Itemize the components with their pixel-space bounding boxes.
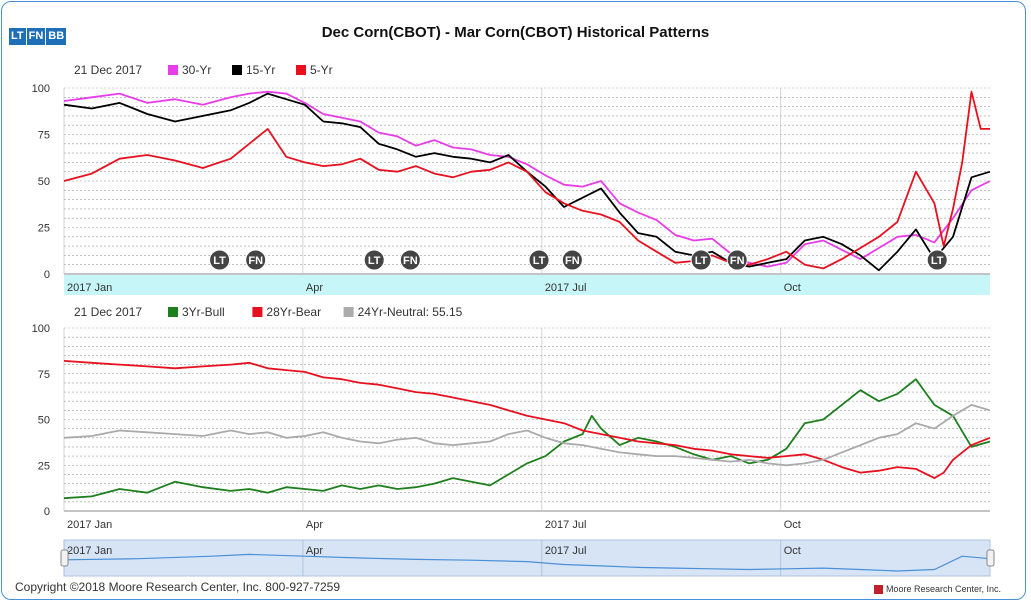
- event-marker-label: FN: [565, 255, 580, 267]
- legend-swatch: [296, 65, 306, 75]
- x-tick-label: 2017 Jul: [545, 519, 587, 531]
- series-line-24yr-neutral: [63, 404, 991, 467]
- navigator-tick-label: Oct: [784, 545, 801, 557]
- event-marker-label: LT: [931, 255, 944, 267]
- navigator-handle-left[interactable]: [60, 549, 69, 567]
- brand-label: Moore Research Center, Inc.: [885, 584, 1001, 594]
- event-marker-label: LT: [533, 255, 546, 267]
- legend-label: 5-Yr: [310, 63, 333, 77]
- event-marker: [245, 249, 267, 271]
- x-tick-label: 2017 Jul: [545, 282, 587, 294]
- y-tick-label: 0: [44, 269, 50, 281]
- event-marker: [209, 249, 231, 271]
- event-marker: [926, 249, 948, 271]
- series-line-3yr-bull: [63, 378, 991, 500]
- lt-button[interactable]: LT: [9, 28, 26, 45]
- y-tick-label: 50: [38, 415, 50, 427]
- chart-title: Dec Corn(CBOT) - Mar Corn(CBOT) Historic…: [321, 24, 710, 41]
- series-line-5-yr: [63, 90, 990, 270]
- legend-label: 24Yr-Neutral: 55.15: [358, 305, 463, 319]
- x-axis-band: [64, 275, 990, 295]
- event-marker: [399, 249, 421, 271]
- x-tick-label: 2017 Jan: [67, 519, 112, 531]
- event-marker: [561, 249, 583, 271]
- legend-label: 28Yr-Bear: [266, 305, 321, 319]
- x-tick-label: Oct: [784, 519, 801, 531]
- series-line-15-yr: [63, 92, 991, 272]
- legend-swatch: [252, 307, 263, 317]
- y-tick-label: 25: [38, 460, 50, 472]
- legend-swatch: [232, 65, 242, 75]
- x-tick-label: Oct: [784, 282, 801, 294]
- y-tick-label: 0: [44, 506, 50, 518]
- navigator-tick-label: 2017 Jan: [67, 545, 112, 557]
- y-tick-label: 75: [38, 130, 50, 142]
- legend-swatch: [168, 307, 178, 317]
- brand-logo-icon: [873, 584, 883, 594]
- x-tick-label: 2017 Jan: [67, 282, 112, 294]
- legend-date: 21 Dec 2017: [74, 305, 142, 319]
- footer-copyright: Copyright ©2018 Moore Research Center, I…: [15, 580, 341, 594]
- bb-button[interactable]: BB: [46, 28, 67, 45]
- event-marker-label: LT: [695, 255, 708, 267]
- legend-label: 30-Yr: [182, 63, 211, 77]
- navigator-line: [63, 553, 991, 572]
- legend-swatch: [168, 65, 178, 75]
- footer-brand: Moore Research Center, Inc.: [873, 584, 1001, 594]
- legend-label: 3Yr-Bull: [182, 305, 225, 319]
- y-tick-label: 100: [32, 83, 50, 95]
- legend-date: 21 Dec 2017: [74, 63, 142, 77]
- fn-button[interactable]: FN: [26, 28, 46, 45]
- event-marker: [528, 249, 550, 271]
- event-marker-label: LT: [213, 255, 226, 267]
- navigator-window: [63, 539, 991, 577]
- navigator-tick-label: 2017 Jul: [545, 545, 587, 557]
- event-marker: [726, 249, 748, 271]
- y-tick-label: 75: [38, 369, 50, 381]
- event-marker-label: FN: [730, 255, 745, 267]
- legend-label: 15-Yr: [246, 63, 275, 77]
- toolbar: LT FN BB: [9, 28, 67, 45]
- series-line-30-yr: [63, 90, 991, 268]
- y-tick-label: 25: [38, 223, 50, 235]
- x-tick-label: Apr: [306, 519, 323, 531]
- event-marker-label: FN: [248, 255, 263, 267]
- navigator-handle-right[interactable]: [986, 549, 995, 567]
- event-marker-label: LT: [368, 255, 381, 267]
- y-tick-label: 50: [38, 176, 50, 188]
- legend-swatch: [343, 307, 354, 317]
- series-line-28yr-bear: [63, 360, 991, 479]
- event-marker: [690, 249, 712, 271]
- navigator-tick-label: Apr: [306, 545, 323, 557]
- y-tick-label: 100: [32, 323, 50, 335]
- event-marker-label: FN: [403, 255, 418, 267]
- event-marker: [363, 249, 385, 271]
- x-tick-label: Apr: [306, 282, 323, 294]
